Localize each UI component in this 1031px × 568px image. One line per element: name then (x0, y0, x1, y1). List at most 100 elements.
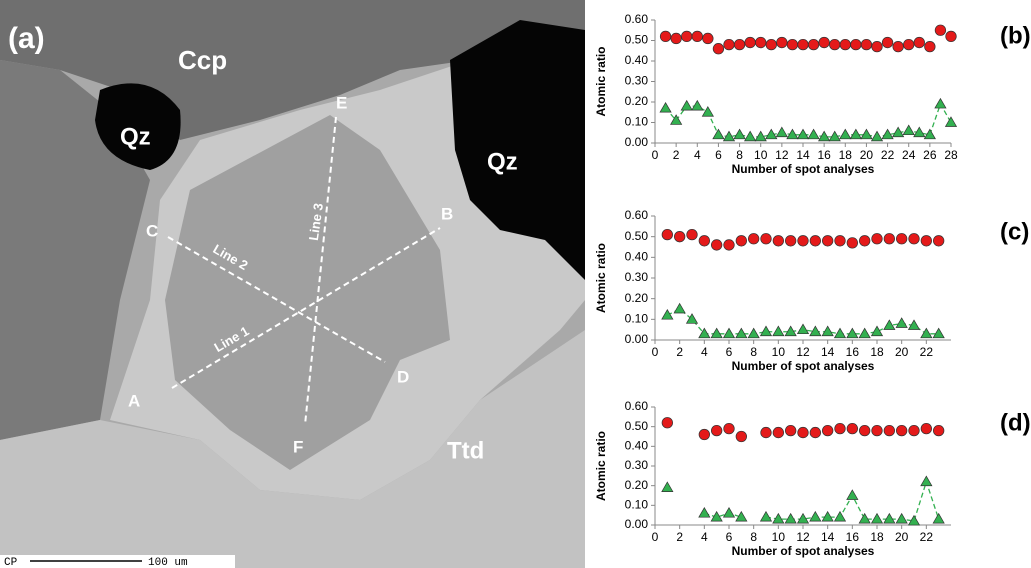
point (835, 328, 846, 338)
x-tick-label: 14 (796, 148, 810, 162)
point (674, 304, 685, 314)
point (724, 39, 735, 50)
point (872, 514, 883, 524)
point (745, 37, 756, 48)
point (785, 514, 796, 524)
point (761, 326, 772, 336)
phase-label: Qz (120, 123, 151, 150)
point (933, 328, 944, 338)
point (703, 33, 714, 44)
x-tick-label: 4 (701, 345, 708, 359)
point (662, 229, 673, 240)
panel-label: (b) (1000, 22, 1031, 49)
y-tick-label: 0.50 (625, 33, 649, 47)
point (773, 326, 784, 336)
point (884, 514, 895, 524)
phase-label: Ttd (447, 437, 484, 464)
point (819, 37, 830, 48)
y-tick-label: 0.20 (625, 478, 649, 492)
y-tick-label: 0.60 (625, 12, 649, 26)
point (798, 129, 809, 139)
point (835, 236, 846, 247)
point (829, 39, 840, 50)
y-axis-title: Atomic ratio (594, 431, 608, 501)
point (671, 33, 682, 44)
panel-label: (a) (8, 22, 45, 55)
point (850, 129, 861, 139)
x-tick-label: 22 (881, 148, 895, 162)
x-tick-label: 16 (846, 345, 860, 359)
point (859, 514, 870, 524)
point (699, 236, 710, 247)
point (785, 425, 796, 436)
point (872, 233, 883, 244)
y-axis-title: Atomic ratio (594, 46, 608, 116)
point (884, 233, 895, 244)
y-axis-title: Atomic ratio (594, 243, 608, 313)
point (847, 423, 858, 434)
point (884, 425, 895, 436)
x-tick-label: 8 (750, 345, 757, 359)
point (724, 508, 735, 518)
point (933, 425, 944, 436)
point (736, 236, 747, 247)
y-tick-label: 0.20 (625, 94, 649, 108)
point (840, 129, 851, 139)
point (724, 423, 735, 434)
y-tick-label: 0.20 (625, 291, 649, 305)
point (872, 425, 883, 436)
point (711, 425, 722, 436)
point (896, 425, 907, 436)
x-tick-label: 10 (772, 530, 786, 544)
point (748, 233, 759, 244)
x-tick-label: 20 (860, 148, 874, 162)
x-tick-label: 12 (796, 530, 810, 544)
point (660, 103, 671, 113)
point (776, 127, 787, 137)
point (745, 131, 756, 141)
point (914, 37, 925, 48)
point (785, 236, 796, 247)
x-axis-title: Number of spot analyses (732, 359, 875, 373)
point (662, 482, 673, 492)
point (724, 328, 735, 338)
x-tick-label: 20 (895, 345, 909, 359)
point (808, 39, 819, 50)
point (711, 328, 722, 338)
point (699, 508, 710, 518)
x-tick-label: 22 (920, 530, 934, 544)
point (808, 129, 819, 139)
point (872, 41, 883, 52)
y-tick-label: 0.30 (625, 458, 649, 472)
point (835, 423, 846, 434)
x-tick-label: 22 (920, 345, 934, 359)
point (773, 427, 784, 438)
point (761, 427, 772, 438)
x-tick-label: 0 (652, 345, 659, 359)
point (935, 99, 946, 109)
y-tick-label: 0.00 (625, 517, 649, 531)
point (674, 231, 685, 242)
x-tick-label: 14 (821, 345, 835, 359)
point (921, 423, 932, 434)
point (859, 425, 870, 436)
point (946, 117, 957, 127)
point (736, 328, 747, 338)
point (909, 425, 920, 436)
point (861, 129, 872, 139)
point (810, 236, 821, 247)
x-tick-label: 14 (821, 530, 835, 544)
point (822, 326, 833, 336)
y-tick-label: 0.50 (625, 229, 649, 243)
point (903, 125, 914, 135)
point (734, 129, 745, 139)
point (822, 512, 833, 522)
point (851, 39, 862, 50)
point (847, 238, 858, 249)
y-tick-label: 0.60 (625, 399, 649, 413)
y-tick-label: 0.30 (625, 74, 649, 88)
point (711, 240, 722, 251)
y-tick-label: 0.60 (625, 208, 649, 222)
point (847, 490, 858, 500)
point (946, 31, 957, 42)
